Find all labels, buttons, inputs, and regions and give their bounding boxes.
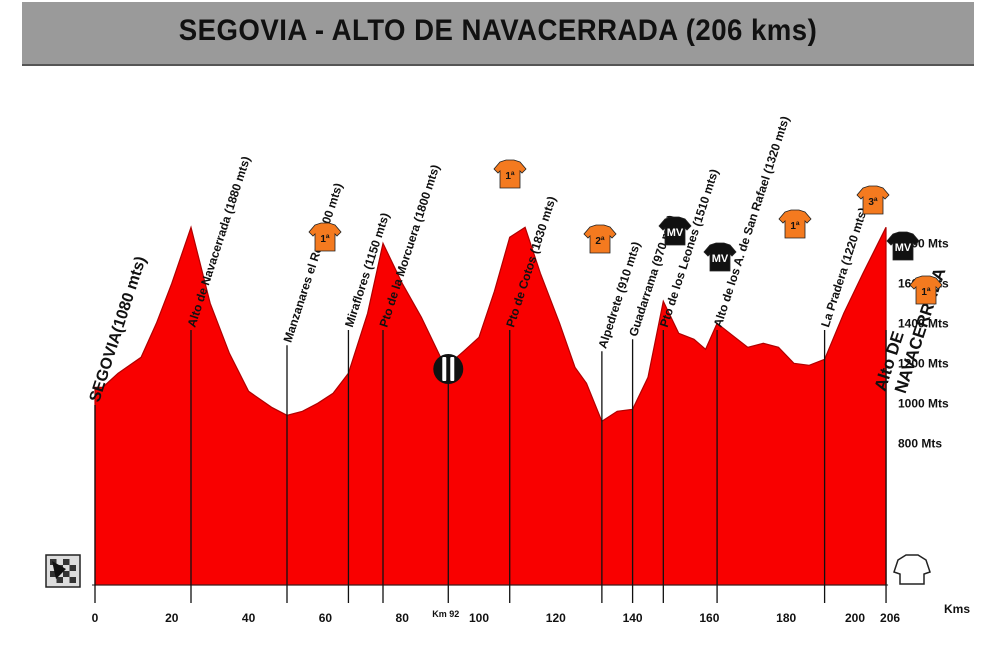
x-tick-label: 60 xyxy=(319,611,333,625)
waypoint-label: Alto de los A. de San Rafael (1320 mts) xyxy=(711,114,793,328)
x-tick-label: 206 xyxy=(880,611,900,625)
jersey-icon: MV xyxy=(658,216,692,246)
start-flag-icon xyxy=(45,554,81,588)
x-tick-label: 140 xyxy=(623,611,643,625)
x-tick-label: 200 xyxy=(845,611,865,625)
y-tick-label: 1200 Mts xyxy=(898,356,949,370)
km92-icon xyxy=(433,354,464,384)
jersey-icon-shape xyxy=(493,159,527,189)
start-flag-icon-check xyxy=(63,571,70,577)
y-tick-label: 1000 Mts xyxy=(898,396,949,410)
x-tick-label: 0 xyxy=(92,611,99,625)
jersey-icon: 1ª xyxy=(778,209,812,239)
jersey-icon-shape xyxy=(583,224,617,254)
jersey-icon: 1ª xyxy=(308,222,342,252)
jersey-icon-shape xyxy=(308,222,342,252)
chart-title: SEGOVIA - ALTO DE NAVACERRADA (206 kms) xyxy=(178,14,818,47)
x-tick-label: 180 xyxy=(776,611,796,625)
jersey-label: 1ª xyxy=(505,171,515,182)
x-tick-label: 120 xyxy=(546,611,566,625)
jersey-label: MV xyxy=(895,242,912,254)
jersey-icon-shape xyxy=(856,185,890,215)
start-flag-icon-check xyxy=(63,559,70,565)
start-flag-icon-pennant xyxy=(52,561,66,579)
jersey-label: 1ª xyxy=(921,287,931,298)
title-bar: SEGOVIA - ALTO DE NAVACERRADA (206 kms) xyxy=(22,2,974,66)
y-tick-label: 800 Mts xyxy=(898,436,942,450)
km92-label: Km 92 xyxy=(432,609,459,619)
jersey-label: MV xyxy=(667,227,684,239)
jersey-label: 2ª xyxy=(595,236,605,247)
x-axis-label: Kms xyxy=(944,602,970,616)
jersey-label: 3ª xyxy=(868,197,878,208)
km92-icon-stripe xyxy=(450,357,455,381)
start-flag-icon-check xyxy=(50,571,57,577)
jersey-icon: MV xyxy=(703,242,737,272)
x-tick-label: 160 xyxy=(699,611,719,625)
jersey-label: MV xyxy=(712,253,729,265)
jersey-label: 1ª xyxy=(790,221,800,232)
jersey-icon: 2ª xyxy=(583,224,617,254)
y-tick-label: 1400 Mts xyxy=(898,316,949,330)
start-flag-icon-check xyxy=(56,577,63,583)
waypoint-label: Manzanares el Real (900 mts) xyxy=(281,181,346,344)
x-tick-label: 20 xyxy=(165,611,179,625)
profile-area xyxy=(94,225,887,586)
jersey-icon: 1ª xyxy=(493,159,527,189)
jersey-icon: 3ª xyxy=(856,185,890,215)
start-flag-icon-check xyxy=(69,577,76,583)
x-tick-label: 80 xyxy=(396,611,410,625)
finish-jersey-icon xyxy=(893,554,931,585)
x-tick-label: 100 xyxy=(469,611,489,625)
jersey-icon-shape xyxy=(778,209,812,239)
jersey-icon-shape xyxy=(703,242,737,272)
jersey-icon: MV xyxy=(886,231,920,261)
jersey-icon-shape xyxy=(909,275,943,305)
start-flag-icon-check xyxy=(69,565,76,571)
km92-icon-stripe xyxy=(442,357,447,381)
jersey-label: 1ª xyxy=(320,234,330,245)
jersey-icon-shape xyxy=(658,216,692,246)
jersey-icon-shape xyxy=(886,231,920,261)
jersey-icon: 1ª xyxy=(909,275,943,305)
x-tick-label: 40 xyxy=(242,611,256,625)
